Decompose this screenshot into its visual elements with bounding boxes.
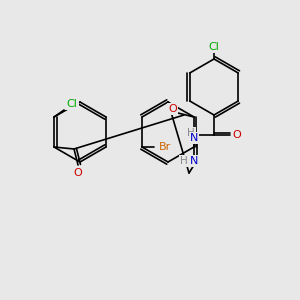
Text: O: O (74, 168, 82, 178)
Text: N: N (190, 156, 198, 166)
Text: Cl: Cl (208, 42, 219, 52)
Text: H: H (180, 156, 188, 166)
Text: O: O (232, 130, 242, 140)
Text: Cl: Cl (67, 99, 77, 109)
Text: H: H (187, 128, 195, 138)
Text: N: N (190, 133, 198, 143)
Text: Br: Br (159, 142, 171, 152)
Text: O: O (169, 104, 177, 114)
